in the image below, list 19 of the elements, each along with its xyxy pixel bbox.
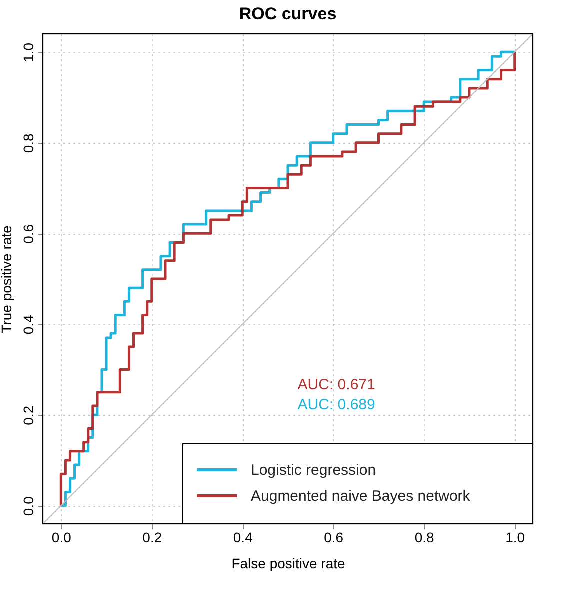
y-tick-label: 0.8 xyxy=(20,133,36,154)
x-tick-label: 0.4 xyxy=(233,530,254,546)
x-tick-label: 0.6 xyxy=(324,530,344,546)
y-tick-label: 0.0 xyxy=(20,496,36,516)
x-axis-title: False positive rate xyxy=(232,556,346,572)
y-axis-title: True positive rate xyxy=(0,225,14,334)
y-tick-label: 0.4 xyxy=(20,314,36,335)
x-tick-label: 1.0 xyxy=(506,530,526,546)
annotation: AUC: 0.689 xyxy=(298,396,376,414)
legend-label: Augmented naive Bayes network xyxy=(251,488,471,505)
annotation: AUC: 0.671 xyxy=(298,376,376,394)
x-tick-label: 0.0 xyxy=(52,530,72,546)
y-tick-label: 1.0 xyxy=(20,42,36,62)
legend-label: Logistic regression xyxy=(251,462,376,479)
y-tick-label: 0.2 xyxy=(20,406,36,426)
chart-title: ROC curves xyxy=(239,4,337,24)
y-tick-label: 0.6 xyxy=(20,224,36,244)
x-tick-label: 0.8 xyxy=(414,530,435,546)
x-tick-label: 0.2 xyxy=(142,530,162,546)
